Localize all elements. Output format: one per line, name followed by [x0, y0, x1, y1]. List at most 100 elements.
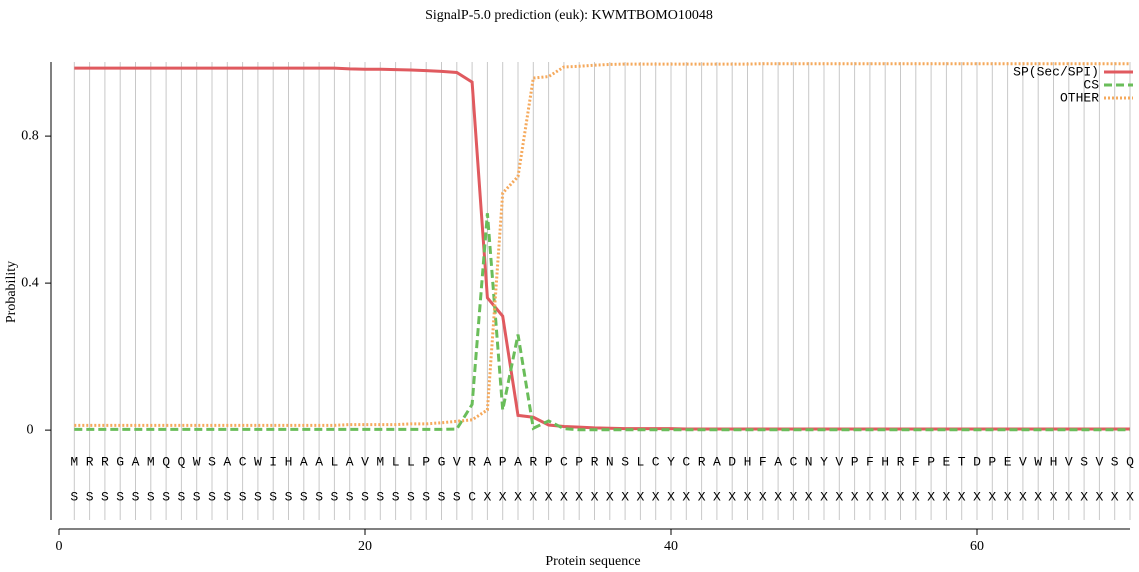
- annotation: X: [636, 489, 644, 504]
- annotation: X: [1004, 489, 1012, 504]
- annotation: X: [942, 489, 950, 504]
- residue: P: [575, 454, 583, 469]
- annotation: S: [269, 489, 277, 504]
- residue: P: [851, 454, 859, 469]
- annotation: X: [988, 489, 996, 504]
- residue: A: [514, 454, 522, 469]
- annotation: X: [744, 489, 752, 504]
- annotation: X: [774, 489, 782, 504]
- annotation: X: [789, 489, 797, 504]
- x-tick-label: 0: [56, 539, 63, 554]
- chart-title: SignalP-5.0 prediction (euk): KWMTBOMO10…: [425, 8, 713, 23]
- annotation: X: [759, 489, 767, 504]
- annotation: S: [453, 489, 461, 504]
- annotation: X: [514, 489, 522, 504]
- residue: A: [223, 454, 231, 469]
- annotation: X: [851, 489, 859, 504]
- annotation: S: [162, 489, 170, 504]
- annotation: S: [177, 489, 185, 504]
- residue: R: [591, 454, 599, 469]
- residue: R: [698, 454, 706, 469]
- residue: V: [1065, 454, 1073, 469]
- annotation: S: [208, 489, 216, 504]
- annotation: S: [116, 489, 124, 504]
- annotation: X: [621, 489, 629, 504]
- annotation: X: [1111, 489, 1119, 504]
- annotation: S: [254, 489, 262, 504]
- annotation: X: [820, 489, 828, 504]
- annotation: X: [897, 489, 905, 504]
- annotation: X: [499, 489, 507, 504]
- annotation: S: [132, 489, 140, 504]
- residue: N: [805, 454, 813, 469]
- annotation: X: [713, 489, 721, 504]
- residue: Y: [820, 454, 828, 469]
- x-tick-label: 20: [358, 539, 372, 554]
- annotation: S: [407, 489, 415, 504]
- residue: A: [713, 454, 721, 469]
- residue: A: [315, 454, 323, 469]
- annotation: S: [315, 489, 323, 504]
- residue: C: [652, 454, 660, 469]
- residue: P: [422, 454, 430, 469]
- residue: T: [958, 454, 966, 469]
- residue: H: [1050, 454, 1058, 469]
- annotation: S: [361, 489, 369, 504]
- annotation: X: [728, 489, 736, 504]
- residue: P: [988, 454, 996, 469]
- annotation: S: [70, 489, 78, 504]
- series-line: [74, 66, 1130, 431]
- y-tick-label: 0: [27, 422, 34, 437]
- annotation: X: [1019, 489, 1027, 504]
- y-tick-label: 0.4: [21, 275, 39, 290]
- residue: F: [912, 454, 920, 469]
- residue: S: [208, 454, 216, 469]
- annotation: X: [545, 489, 553, 504]
- residue: H: [285, 454, 293, 469]
- residue: Y: [667, 454, 675, 469]
- residue: C: [239, 454, 247, 469]
- residue: L: [330, 454, 338, 469]
- residue: W: [193, 454, 201, 469]
- residue: P: [927, 454, 935, 469]
- residue: C: [560, 454, 568, 469]
- annotation: S: [438, 489, 446, 504]
- annotation: S: [147, 489, 155, 504]
- residue: F: [759, 454, 767, 469]
- x-tick-label: 40: [664, 539, 678, 554]
- residue: R: [86, 454, 94, 469]
- annotation: X: [1126, 489, 1134, 504]
- residue: V: [453, 454, 461, 469]
- annotation: S: [346, 489, 354, 504]
- residue: A: [483, 454, 491, 469]
- residue: D: [973, 454, 981, 469]
- residue: P: [545, 454, 553, 469]
- annotation: X: [805, 489, 813, 504]
- annotation: X: [667, 489, 675, 504]
- annotation: S: [392, 489, 400, 504]
- annotation: S: [285, 489, 293, 504]
- annotation: S: [86, 489, 94, 504]
- residue: H: [744, 454, 752, 469]
- residue: A: [300, 454, 308, 469]
- residue: C: [789, 454, 797, 469]
- residue: N: [606, 454, 614, 469]
- annotation: X: [835, 489, 843, 504]
- residue: E: [1004, 454, 1012, 469]
- legend-label: OTHER: [1060, 90, 1099, 105]
- residue: Q: [1126, 454, 1134, 469]
- annotation: X: [1034, 489, 1042, 504]
- residue: F: [866, 454, 874, 469]
- annotation: X: [652, 489, 660, 504]
- annotation: X: [483, 489, 491, 504]
- residue: I: [269, 454, 277, 469]
- residue: E: [942, 454, 950, 469]
- residue: W: [254, 454, 262, 469]
- annotation: X: [529, 489, 537, 504]
- residue: V: [1095, 454, 1103, 469]
- annotation: X: [698, 489, 706, 504]
- residue: C: [682, 454, 690, 469]
- residue: S: [621, 454, 629, 469]
- residue: D: [728, 454, 736, 469]
- residue: A: [774, 454, 782, 469]
